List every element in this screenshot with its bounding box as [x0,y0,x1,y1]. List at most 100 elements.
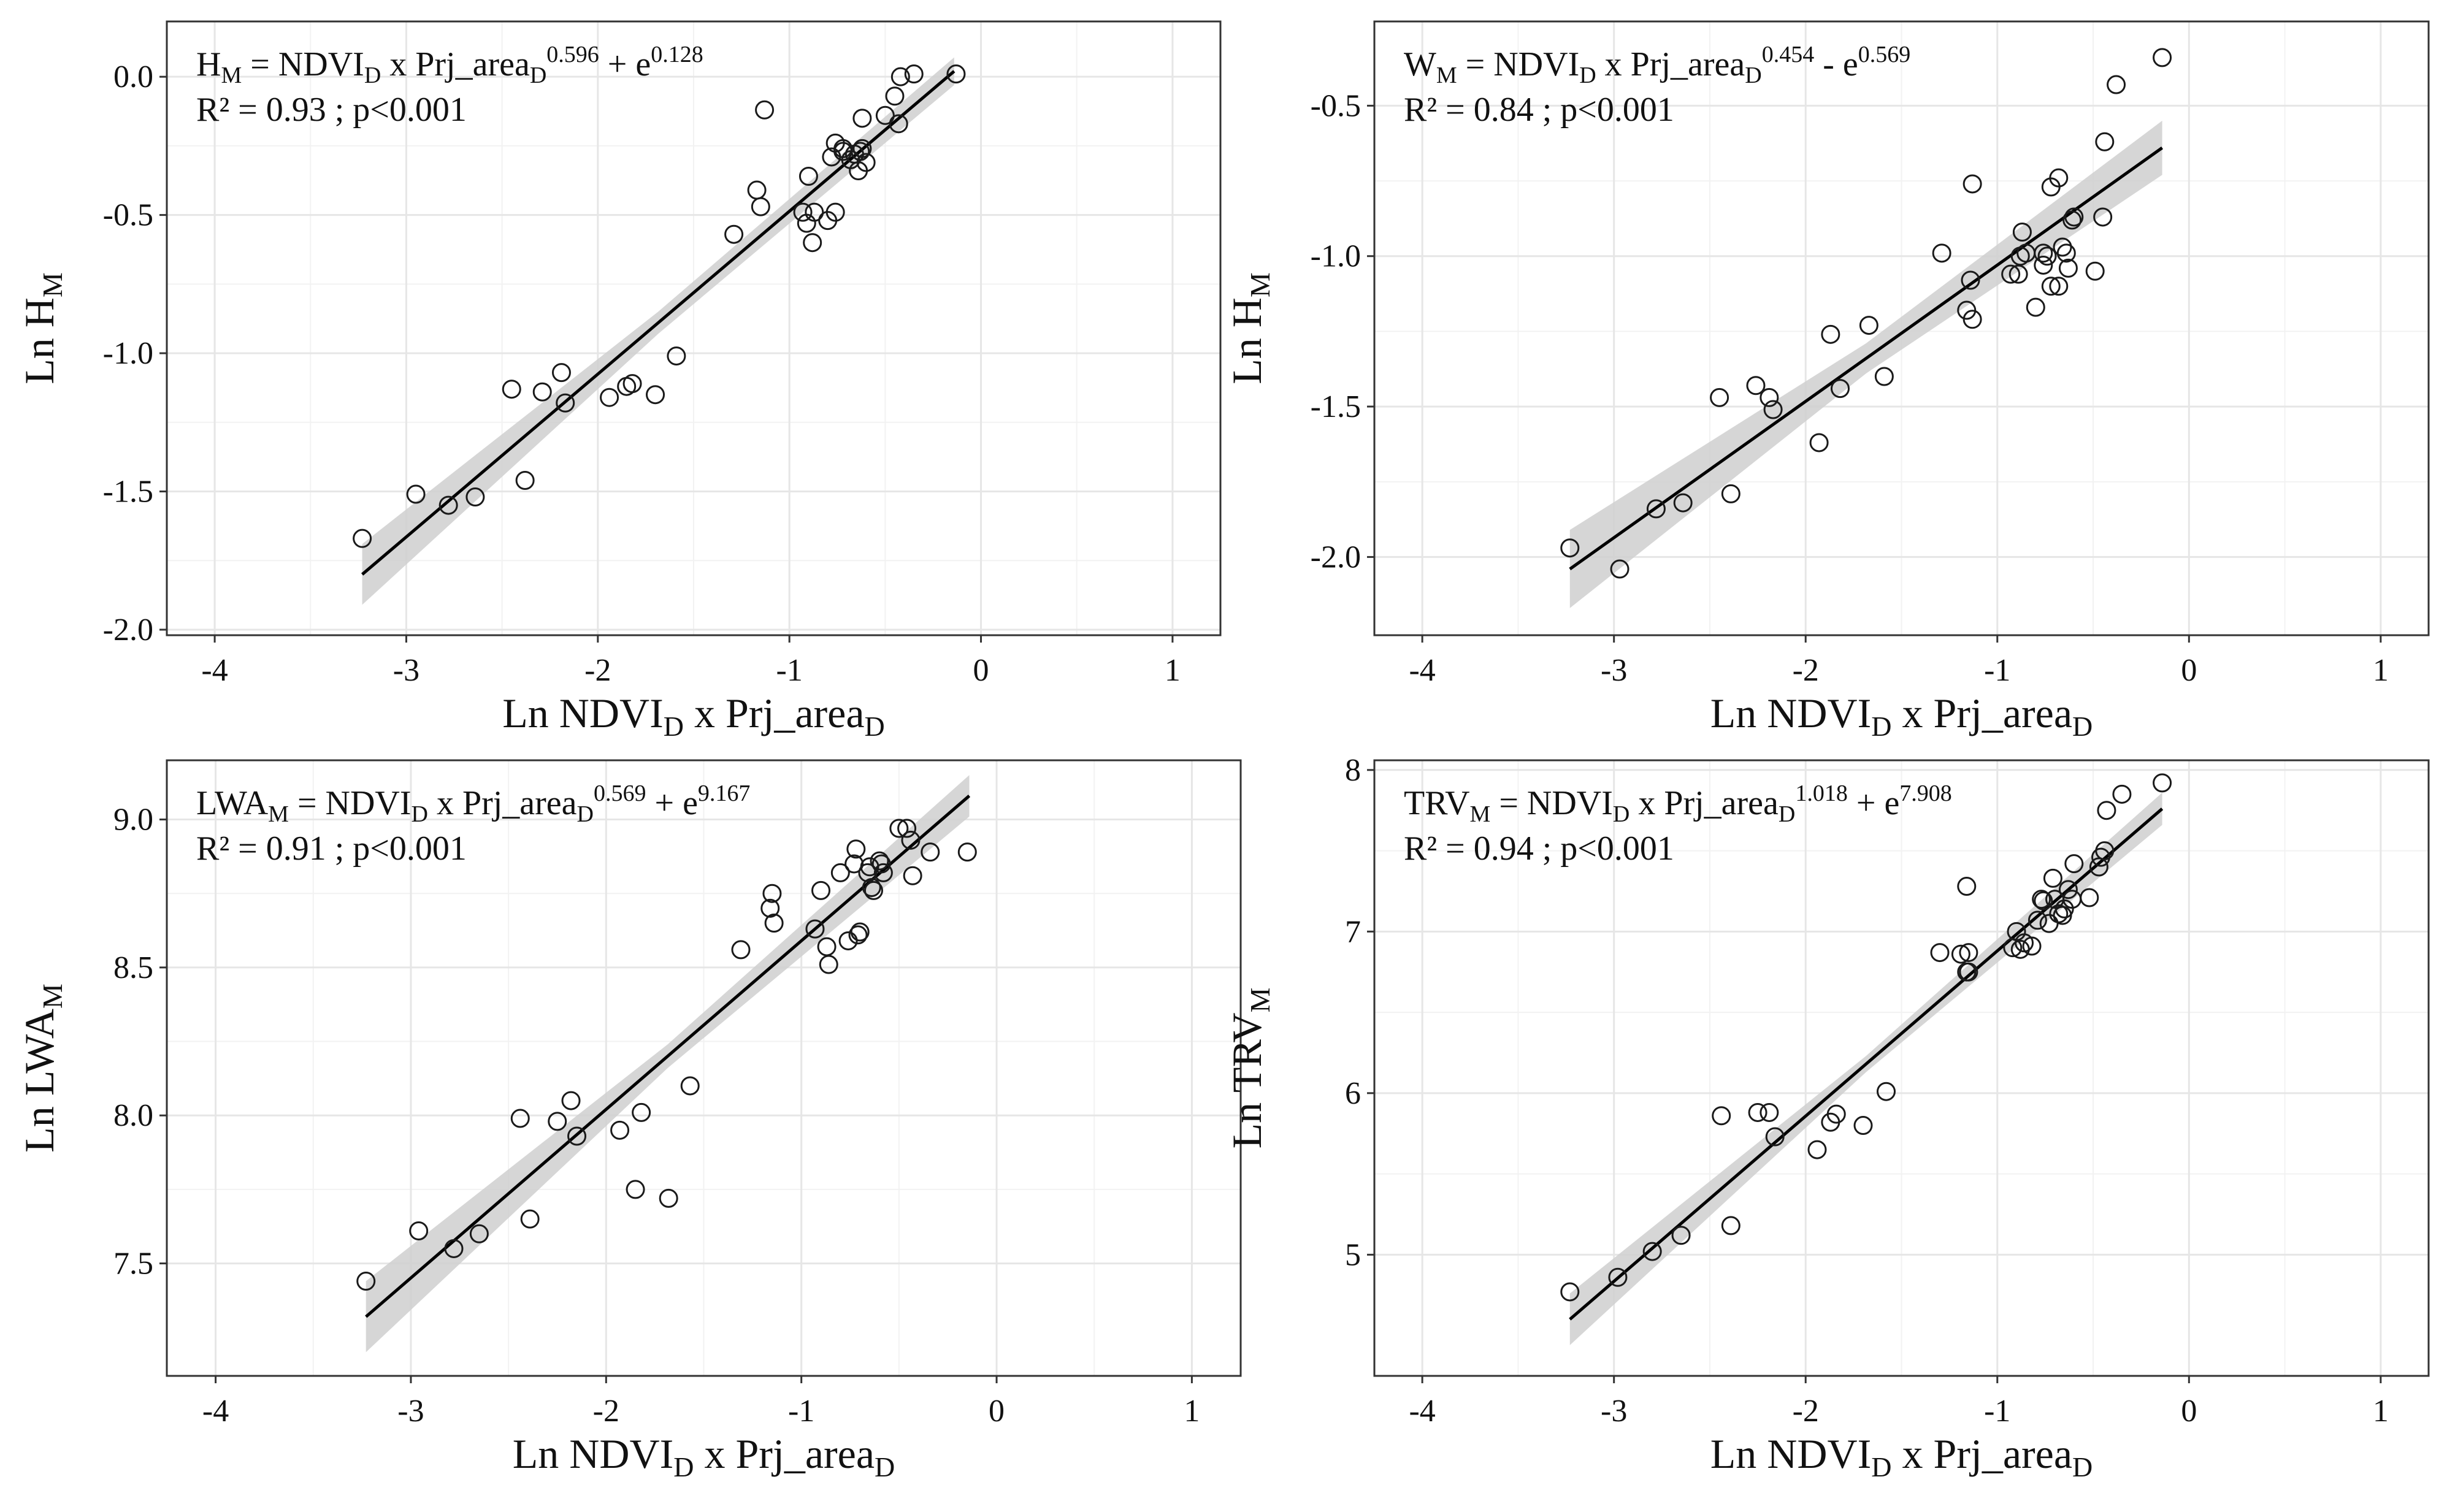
y-tick-label: 8.5 [113,950,153,985]
confidence-band [362,57,954,605]
x-tick-label: -2 [593,1394,619,1429]
data-point [2022,936,2042,956]
x-axis-title: Ln NDVID x Prj_areaD [1710,690,2093,742]
confidence-band [366,775,970,1353]
data-point [520,1209,540,1229]
data-point [2097,801,2116,820]
x-tick-label: 0 [2181,653,2197,688]
data-point [873,863,893,882]
data-point [904,64,924,84]
data-point [850,922,870,942]
data-point [567,1126,587,1146]
data-point [764,913,784,933]
data-point [851,142,870,161]
x-tick-label: -4 [1409,1394,1435,1429]
x-tick-label: -1 [776,653,803,688]
data-point [897,819,917,838]
data-point [856,153,876,172]
x-tick-label: 1 [1184,1394,1200,1429]
data-point [921,842,940,862]
data-point [551,363,571,383]
confidence-band [1569,120,2162,608]
data-point [1748,1102,1767,1122]
data-point [2034,891,2053,911]
data-point [2034,255,2053,275]
data-point [2049,277,2069,296]
plot-border [166,20,1222,636]
data-point [2037,246,2057,266]
data-point [438,495,458,515]
y-axis-title: Ln LWAM [16,983,68,1153]
data-point [846,839,866,859]
stats-annotation: R² = 0.94 ; p<0.001 [1404,830,1674,868]
data-point [852,109,872,128]
x-tick-label: -2 [1793,1394,1819,1429]
data-point [626,1180,645,1199]
data-point [2001,264,2021,284]
data-point [406,484,426,504]
equation-annotation: WM = NDVID x Prj_areaD0.454 - e0.569 [1404,42,1910,88]
data-point [1826,1104,1846,1124]
data-point [469,1224,489,1243]
data-point [1765,1127,1785,1147]
data-point [2064,207,2084,227]
equation-annotation: LWAM = NDVID x Prj_areaD0.569 + e9.167 [196,781,750,827]
x-tick-label: -2 [584,653,611,688]
data-point [871,854,891,874]
data-point [1560,538,1580,558]
x-tick-label: -4 [1409,653,1435,688]
data-point [793,202,813,222]
data-point [1721,1216,1740,1235]
confidence-band [1569,792,2162,1345]
plot-border [1373,20,2430,636]
data-point [561,1091,581,1110]
data-point [2041,277,2061,296]
data-point [1673,493,1693,513]
x-tick-label: 1 [2373,1394,2389,1429]
data-point [875,105,895,125]
y-axis-title: Ln TRVM [1224,988,1276,1149]
y-tick-label: -0.5 [1311,88,1361,123]
data-point [532,382,552,402]
data-point [2034,243,2053,263]
plot-border [1373,759,2430,1377]
data-point [2107,75,2126,94]
data-point [1859,316,1878,335]
data-point [870,851,889,871]
data-point [1963,174,1982,194]
data-point [2009,264,2028,284]
y-tick-label: -0.5 [103,198,153,233]
equation-annotation: TRVM = NDVID x Prj_areaD1.018 + e7.908 [1404,781,1952,827]
data-point [1646,499,1666,519]
data-point [510,1109,530,1128]
data-point [1932,243,1951,263]
data-point [600,388,619,407]
data-point [622,374,642,394]
data-point [805,202,824,222]
data-point [889,819,909,838]
data-point [844,854,864,874]
data-point [825,133,845,153]
data-point [556,393,575,413]
x-tick-label: -1 [788,1394,814,1429]
data-point [1763,400,1783,419]
data-point [680,1076,700,1096]
y-tick-label: -2.0 [1311,540,1361,575]
data-point [667,346,686,366]
data-point [946,64,966,84]
data-point [889,114,908,134]
data-point [2089,857,2108,877]
data-point [751,197,770,216]
data-point [1760,388,1779,407]
x-tick-label: -3 [1601,653,1627,688]
y-tick-label: 6 [1345,1076,1361,1111]
stats-annotation: R² = 0.84 ; p<0.001 [1404,91,1674,129]
panel-bottom-right: -4 -3 -2 -1 0 1 8 7 6 5 Ln NDVID x Prj_areaD Ln TRV… [1224,753,2430,1483]
data-point [409,1221,429,1240]
data-point [1959,943,1978,963]
data-point [1608,1267,1628,1287]
data-point [1642,1242,1662,1261]
data-point [903,866,922,885]
data-point [610,1120,630,1140]
